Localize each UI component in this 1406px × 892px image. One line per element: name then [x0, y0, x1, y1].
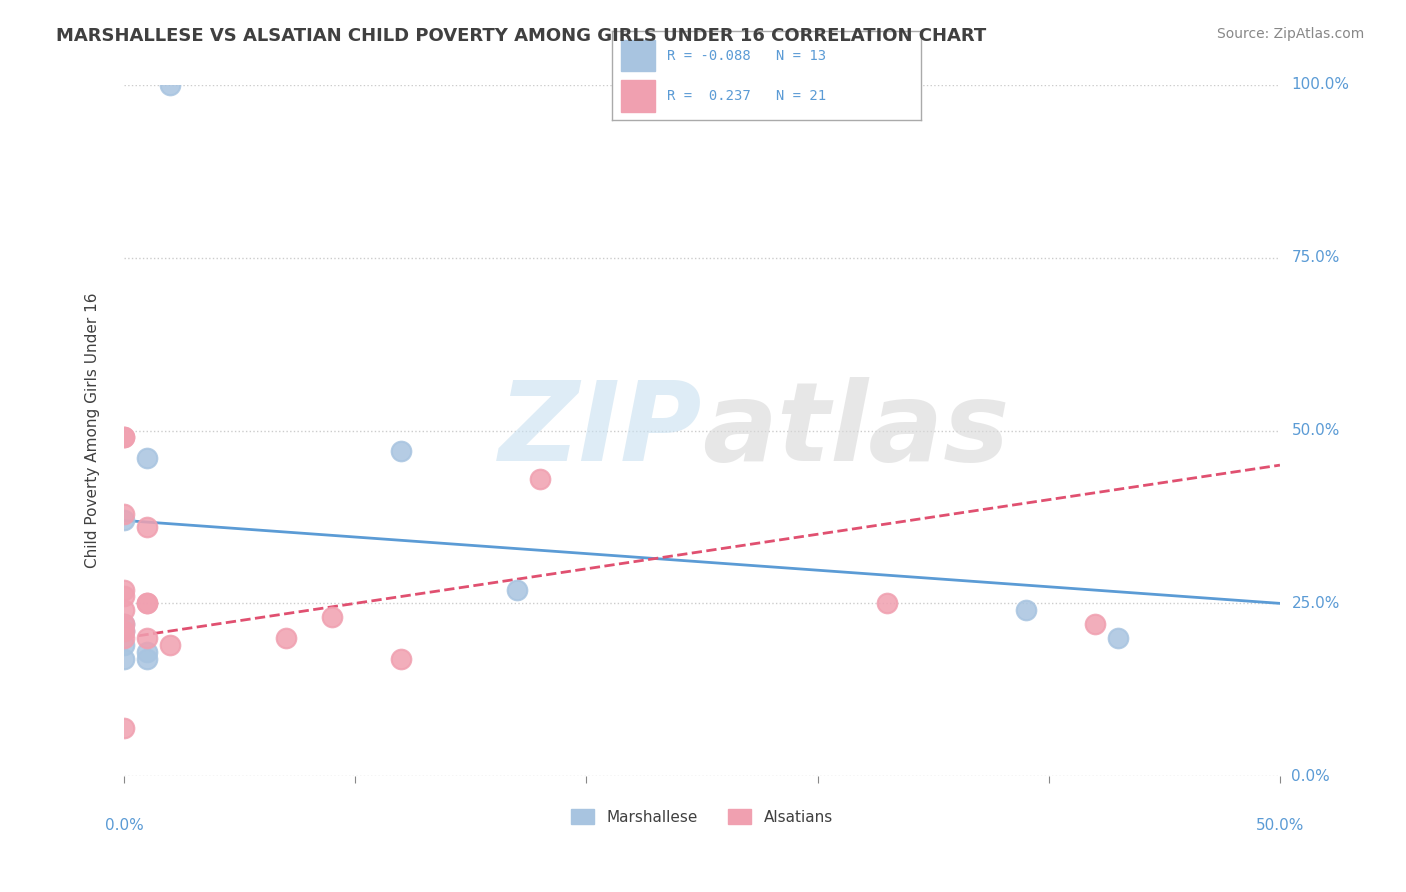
- Text: MARSHALLESE VS ALSATIAN CHILD POVERTY AMONG GIRLS UNDER 16 CORRELATION CHART: MARSHALLESE VS ALSATIAN CHILD POVERTY AM…: [56, 27, 987, 45]
- Point: [159, 638, 181, 652]
- Legend: Marshallese, Alsatians: Marshallese, Alsatians: [565, 803, 839, 830]
- Point: [136, 651, 159, 665]
- Point: [112, 624, 135, 638]
- Text: 0.0%: 0.0%: [104, 818, 143, 832]
- Point: [112, 617, 135, 632]
- Point: [112, 582, 135, 597]
- Bar: [621, 80, 655, 112]
- Point: [112, 631, 135, 645]
- Point: [274, 631, 297, 645]
- Text: R = -0.088   N = 13: R = -0.088 N = 13: [668, 49, 827, 62]
- Point: [136, 645, 159, 659]
- Text: 100.0%: 100.0%: [1292, 78, 1350, 93]
- Point: [112, 430, 135, 444]
- Point: [1084, 617, 1107, 632]
- Point: [136, 451, 159, 466]
- Text: R =  0.237   N = 21: R = 0.237 N = 21: [668, 89, 827, 103]
- Text: 75.0%: 75.0%: [1292, 251, 1340, 265]
- Point: [112, 590, 135, 604]
- Point: [506, 582, 529, 597]
- Point: [529, 472, 551, 486]
- Text: 50.0%: 50.0%: [1256, 818, 1305, 832]
- Point: [112, 507, 135, 521]
- Text: 0.0%: 0.0%: [1292, 769, 1330, 784]
- Point: [321, 610, 343, 624]
- Point: [112, 638, 135, 652]
- Text: 50.0%: 50.0%: [1292, 423, 1340, 438]
- Point: [112, 603, 135, 617]
- Point: [112, 617, 135, 632]
- Point: [159, 78, 181, 92]
- Text: ZIP: ZIP: [498, 377, 702, 484]
- Point: [136, 520, 159, 534]
- Text: atlas: atlas: [702, 377, 1010, 484]
- Y-axis label: Child Poverty Among Girls Under 16: Child Poverty Among Girls Under 16: [86, 293, 100, 568]
- Text: 25.0%: 25.0%: [1292, 596, 1340, 611]
- Point: [136, 631, 159, 645]
- Point: [389, 651, 412, 665]
- Point: [112, 651, 135, 665]
- Point: [112, 624, 135, 638]
- Point: [112, 430, 135, 444]
- Point: [876, 596, 898, 610]
- Point: [112, 513, 135, 527]
- Point: [136, 596, 159, 610]
- Point: [112, 721, 135, 735]
- Point: [1107, 631, 1129, 645]
- Bar: [621, 40, 655, 71]
- Text: Source: ZipAtlas.com: Source: ZipAtlas.com: [1216, 27, 1364, 41]
- Point: [389, 444, 412, 458]
- Point: [136, 596, 159, 610]
- Point: [1014, 603, 1036, 617]
